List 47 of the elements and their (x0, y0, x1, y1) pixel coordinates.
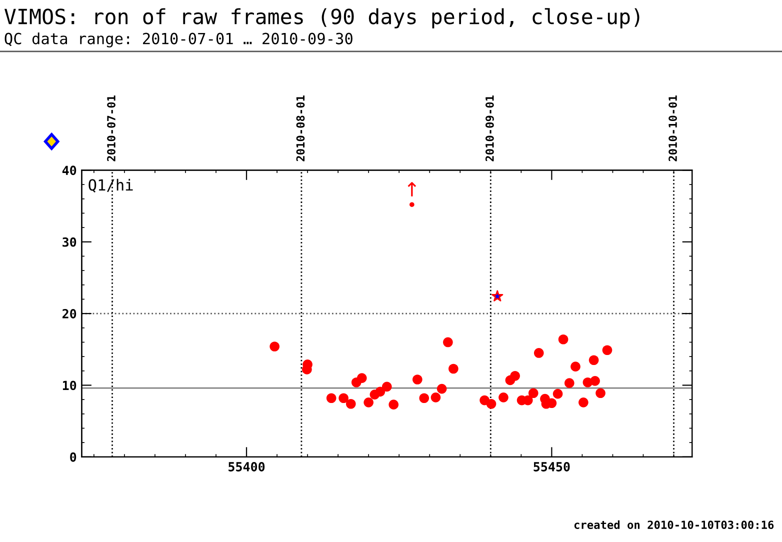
point (443, 337, 453, 348)
point (412, 374, 422, 384)
point (410, 202, 414, 207)
point (364, 398, 374, 408)
point (498, 392, 508, 402)
point (326, 393, 336, 404)
text: created on 2010-10-10T03:00:16 (574, 520, 774, 530)
point (436, 384, 447, 394)
point (534, 348, 544, 358)
point (448, 364, 458, 374)
point (590, 376, 600, 386)
point (570, 362, 580, 372)
x2-tick-label: 2010-08-01 (296, 95, 305, 162)
point (602, 345, 612, 356)
x2-tick-label: 2010-07-01 (107, 95, 116, 162)
chart-subtitle: QC data range: 2010-07-01 … 2010-09-30 (4, 32, 352, 48)
y-tick-label: 0 (70, 452, 76, 462)
point (356, 373, 367, 383)
y-tick-label: 30 (62, 237, 76, 247)
point (588, 355, 599, 366)
x-tick-label: 55450 (534, 462, 570, 472)
point (492, 290, 504, 302)
point (552, 388, 563, 399)
point (388, 400, 399, 410)
point (338, 393, 348, 404)
point (558, 334, 568, 344)
x2-tick-label: 2010-09-01 (485, 95, 494, 162)
chart-title: VIMOS: ron of raw frames (90 days period, close-up) (4, 8, 640, 28)
point (346, 398, 356, 409)
point (430, 392, 441, 402)
point (270, 342, 280, 352)
x2-tick-label: 2010-10-01 (668, 95, 677, 162)
annotation: ↑ (408, 182, 416, 196)
point (486, 398, 496, 409)
y-tick-label: 10 (62, 380, 76, 390)
y-tick-label: 40 (62, 166, 76, 176)
point (596, 388, 606, 398)
point (528, 388, 538, 398)
point (419, 393, 430, 404)
point (510, 371, 520, 381)
point (382, 382, 392, 392)
y-tick-label: 20 (62, 309, 76, 318)
x-tick-label: 55400 (228, 462, 265, 472)
point (564, 378, 574, 388)
point (578, 398, 588, 408)
annotation: Q1/hi (88, 178, 133, 192)
point (375, 386, 386, 397)
